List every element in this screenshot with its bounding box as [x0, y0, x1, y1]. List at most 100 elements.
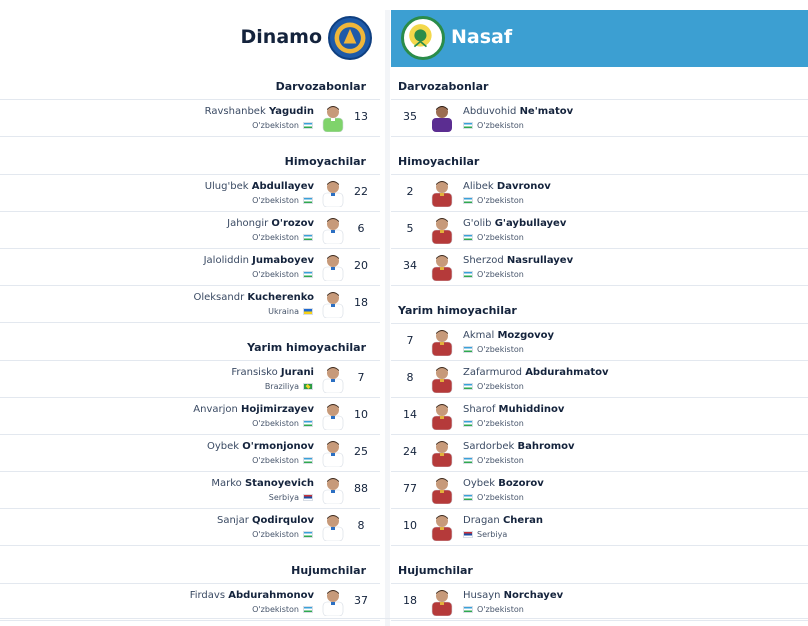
player-country: Serbiya [463, 530, 507, 539]
away-team-name[interactable]: Nasaf [451, 26, 513, 48]
player-name[interactable]: Oleksandr Kucherenko [193, 292, 314, 303]
nasaf-crest-icon[interactable] [401, 16, 445, 60]
player-last-name: G'aybullayev [494, 218, 567, 229]
player-row[interactable]: 34 Sherzod Nasrullayev O'zbekiston [391, 249, 808, 286]
home-team-name[interactable]: Dinamo [240, 26, 322, 48]
player-avatar[interactable] [320, 365, 346, 393]
player-row[interactable]: 10 Anvarjon Hojimirzayev O'zbekiston [0, 398, 380, 435]
player-avatar[interactable] [320, 476, 346, 504]
player-name[interactable]: Dragan Cheran [463, 515, 543, 526]
player-row[interactable]: 22 Ulug'bek Abdullayev O'zbekiston [0, 175, 380, 212]
player-row[interactable]: 18 Husayn Norchayev O'zbekiston [391, 584, 808, 621]
player-avatar[interactable] [320, 439, 346, 467]
country-name: O'zbekiston [477, 121, 524, 130]
player-name[interactable]: Zafarmurod Abdurahmatov [463, 367, 609, 378]
player-avatar[interactable] [429, 253, 455, 281]
player-name[interactable]: Oybek Bozorov [463, 478, 544, 489]
player-first-name: G'olib [463, 218, 492, 229]
player-row[interactable]: 88 Marko Stanoyevich Serbiya [0, 472, 380, 509]
player-number: 10 [354, 408, 368, 421]
player-name[interactable]: Oybek O'rmonjonov [207, 441, 314, 452]
player-name[interactable]: Marko Stanoyevich [211, 478, 314, 489]
player-avatar[interactable] [429, 439, 455, 467]
section-header: Himoyachilar [0, 142, 380, 175]
player-name[interactable]: Jaloliddin Jumaboyev [204, 255, 314, 266]
player-name[interactable]: Husayn Norchayev [463, 590, 563, 601]
flag-ua-icon [303, 308, 313, 315]
player-row[interactable]: 8 Zafarmurod Abdurahmatov O'zbekiston [391, 361, 808, 398]
player-avatar[interactable] [320, 179, 346, 207]
player-row[interactable]: 20 Jaloliddin Jumaboyev O'zbekiston [0, 249, 380, 286]
player-avatar[interactable] [320, 290, 346, 318]
player-avatar[interactable] [320, 253, 346, 281]
player-number: 77 [403, 482, 417, 495]
player-first-name: Oybek [463, 478, 496, 489]
player-last-name: Abdurahmatov [525, 367, 609, 378]
country-name: O'zbekiston [252, 196, 299, 205]
player-avatar[interactable] [320, 402, 346, 430]
player-avatar[interactable] [429, 104, 455, 132]
player-avatar[interactable] [429, 328, 455, 356]
player-avatar[interactable] [429, 216, 455, 244]
flag-br-icon [303, 383, 313, 390]
player-avatar[interactable] [320, 588, 346, 616]
player-number: 37 [354, 594, 368, 607]
player-avatar[interactable] [320, 104, 346, 132]
player-row[interactable]: 7 Akmal Mozgovoy O'zbekiston [391, 324, 808, 361]
player-row[interactable]: 2 Alibek Davronov O'zbekiston [391, 175, 808, 212]
player-row[interactable]: 14 Sharof Muhiddinov O'zbekiston [391, 398, 808, 435]
player-row[interactable]: 25 Oybek O'rmonjonov O'zbekiston [0, 435, 380, 472]
player-name[interactable]: Firdavs Abdurahmonov [190, 590, 314, 601]
country-name: O'zbekiston [477, 270, 524, 279]
flag-uz-icon [303, 457, 313, 464]
player-row[interactable]: 35 Abduvohid Ne'matov O'zbekiston [391, 100, 808, 137]
player-last-name: Mozgovoy [497, 330, 555, 341]
player-row[interactable]: 37 Firdavs Abdurahmonov O'zbekiston [0, 584, 380, 621]
player-row[interactable]: 5 G'olib G'aybullayev O'zbekiston [391, 212, 808, 249]
player-avatar[interactable] [429, 179, 455, 207]
flag-uz-icon [463, 494, 473, 501]
player-last-name: Abdurahmonov [228, 590, 314, 601]
player-name[interactable]: Akmal Mozgovoy [463, 330, 554, 341]
player-row[interactable]: 7 Fransisko Jurani Braziliya [0, 361, 380, 398]
player-avatar[interactable] [429, 402, 455, 430]
player-avatar[interactable] [429, 513, 455, 541]
player-name[interactable]: Abduvohid Ne'matov [463, 106, 573, 117]
player-name[interactable]: Sanjar Qodirqulov [217, 515, 314, 526]
player-row[interactable]: 8 Sanjar Qodirqulov O'zbekiston [0, 509, 380, 546]
player-country: O'zbekiston [463, 345, 524, 354]
player-name[interactable]: Ravshanbek Yagudin [205, 106, 314, 117]
player-name[interactable]: Fransisko Jurani [231, 367, 314, 378]
player-row[interactable]: 10 Dragan Cheran Serbiya [391, 509, 808, 546]
country-name: O'zbekiston [252, 605, 299, 614]
player-avatar[interactable] [320, 216, 346, 244]
player-name[interactable]: Sardorbek Bahromov [463, 441, 575, 452]
player-name[interactable]: Anvarjon Hojimirzayev [193, 404, 314, 415]
section-header: Darvozabonlar [0, 67, 380, 100]
player-row[interactable]: 24 Sardorbek Bahromov O'zbekiston [391, 435, 808, 472]
flag-uz-icon [303, 234, 313, 241]
player-name[interactable]: Alibek Davronov [463, 181, 551, 192]
player-name[interactable]: Sherzod Nasrullayev [463, 255, 573, 266]
country-name: Serbiya [477, 530, 508, 539]
flag-uz-icon [303, 606, 313, 613]
player-row[interactable]: 77 Oybek Bozorov O'zbekiston [391, 472, 808, 509]
country-name: O'zbekiston [252, 270, 299, 279]
player-avatar[interactable] [429, 476, 455, 504]
player-avatar[interactable] [429, 588, 455, 616]
dinamo-crest-icon[interactable] [328, 16, 372, 60]
player-row[interactable]: 6 Jahongir O'rozov O'zbekiston [0, 212, 380, 249]
player-row[interactable]: 13 Ravshanbek Yagudin O'zbekiston [0, 100, 380, 137]
player-row[interactable]: 18 Oleksandr Kucherenko Ukraina [0, 286, 380, 323]
player-name[interactable]: G'olib G'aybullayev [463, 218, 566, 229]
player-name[interactable]: Jahongir O'rozov [227, 218, 314, 229]
player-country: O'zbekiston [252, 456, 313, 465]
player-avatar[interactable] [320, 513, 346, 541]
player-avatar[interactable] [429, 365, 455, 393]
player-first-name: Firdavs [189, 590, 226, 601]
flag-uz-icon [463, 122, 473, 129]
player-name[interactable]: Sharof Muhiddinov [463, 404, 564, 415]
section-title: Yarim himoyachilar [247, 341, 366, 354]
player-name[interactable]: Ulug'bek Abdullayev [205, 181, 314, 192]
player-first-name: Jahongir [227, 218, 269, 229]
